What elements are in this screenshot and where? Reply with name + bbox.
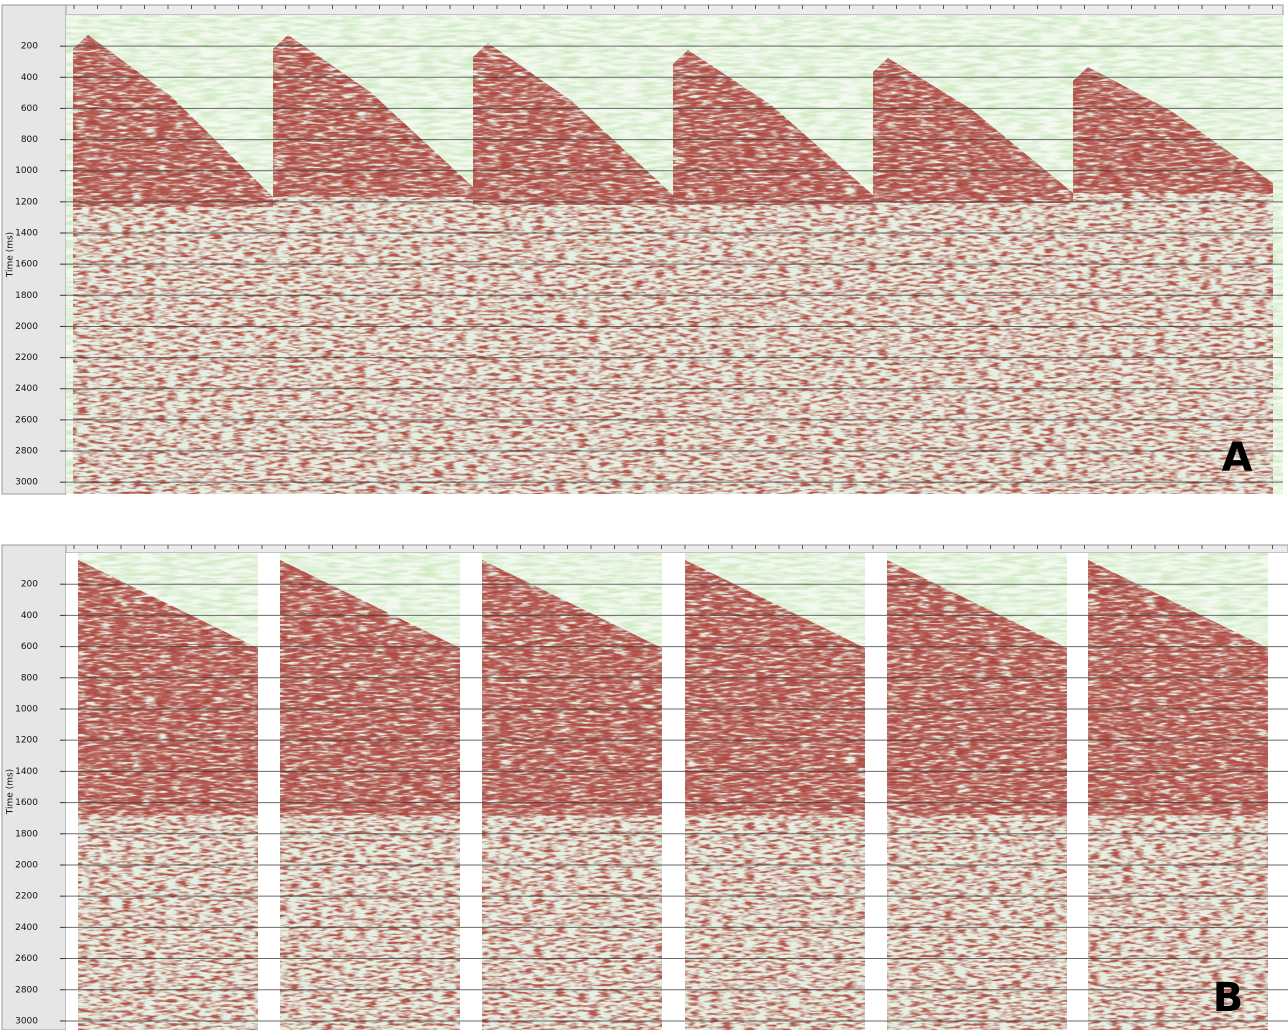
y-tick-label: 1600 bbox=[15, 260, 38, 270]
y-axis-title: Time (ms) bbox=[6, 769, 16, 815]
y-tick-label: 3000 bbox=[15, 1016, 38, 1026]
y-tick-label: 2600 bbox=[15, 954, 38, 964]
y-tick-label: 2000 bbox=[15, 860, 38, 870]
gather-traces bbox=[887, 560, 1067, 1030]
axis-area bbox=[1, 4, 67, 495]
gather bbox=[280, 553, 460, 1030]
y-tick-label: 600 bbox=[21, 104, 38, 114]
seismic-panel: 200 400 600 800 1000 1200 1400 1600 1800 2000 2200… bbox=[1, 4, 1284, 495]
panel-label: B bbox=[1213, 975, 1244, 1021]
y-tick-label: 600 bbox=[21, 642, 38, 652]
y-tick-label: 1800 bbox=[15, 829, 38, 839]
gather bbox=[685, 553, 865, 1030]
y-axis-title: Time (ms) bbox=[6, 232, 16, 278]
y-tick-label: 3000 bbox=[15, 478, 38, 488]
y-tick-label: 1400 bbox=[15, 767, 38, 777]
y-tick-label: 400 bbox=[21, 611, 38, 621]
seismic-panel: 200 400 600 800 1000 1200 1400 1600 1800 2000 2200… bbox=[1, 544, 1288, 1030]
y-tick-label: 1200 bbox=[15, 736, 38, 746]
y-tick-label: 400 bbox=[21, 73, 38, 83]
top-ruler bbox=[65, 544, 1288, 554]
y-tick-label: 2200 bbox=[15, 353, 38, 363]
gather-traces bbox=[482, 560, 662, 1030]
y-tick-label: 200 bbox=[21, 580, 38, 590]
y-tick-label: 1600 bbox=[15, 798, 38, 808]
gather-traces bbox=[280, 560, 460, 1030]
y-tick-label: 2200 bbox=[15, 892, 38, 902]
data-background bbox=[66, 553, 1288, 1030]
panel-label: A bbox=[1222, 435, 1253, 481]
y-tick-label: 1000 bbox=[15, 166, 38, 176]
y-tick-label: 1000 bbox=[15, 704, 38, 714]
y-tick-label: 2600 bbox=[15, 415, 38, 425]
y-tick-label: 800 bbox=[21, 135, 38, 145]
y-tick-label: 2800 bbox=[15, 447, 38, 457]
axis-area bbox=[1, 544, 67, 1030]
top-ruler bbox=[65, 4, 1284, 16]
y-tick-label: 1800 bbox=[15, 291, 38, 301]
gather bbox=[78, 553, 258, 1030]
y-tick-label: 2800 bbox=[15, 985, 38, 995]
gather bbox=[1088, 553, 1268, 1030]
y-tick-label: 200 bbox=[21, 42, 38, 52]
gather bbox=[482, 553, 662, 1030]
y-tick-label: 2400 bbox=[15, 384, 38, 394]
y-tick-label: 1400 bbox=[15, 229, 38, 239]
y-tick-label: 1200 bbox=[15, 197, 38, 207]
y-tick-label: 2400 bbox=[15, 923, 38, 933]
y-tick-label: 800 bbox=[21, 673, 38, 683]
gather-traces bbox=[1088, 560, 1268, 1030]
y-tick-label: 2000 bbox=[15, 322, 38, 332]
gather-traces bbox=[78, 560, 258, 1030]
gather bbox=[887, 553, 1067, 1030]
